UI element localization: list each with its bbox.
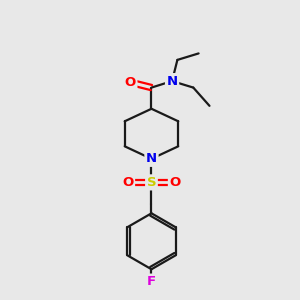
- Text: O: O: [169, 176, 181, 189]
- Text: S: S: [147, 176, 156, 189]
- Text: O: O: [124, 76, 136, 89]
- Text: F: F: [147, 275, 156, 288]
- Text: O: O: [122, 176, 134, 189]
- Text: N: N: [146, 152, 157, 165]
- Text: N: N: [167, 75, 178, 88]
